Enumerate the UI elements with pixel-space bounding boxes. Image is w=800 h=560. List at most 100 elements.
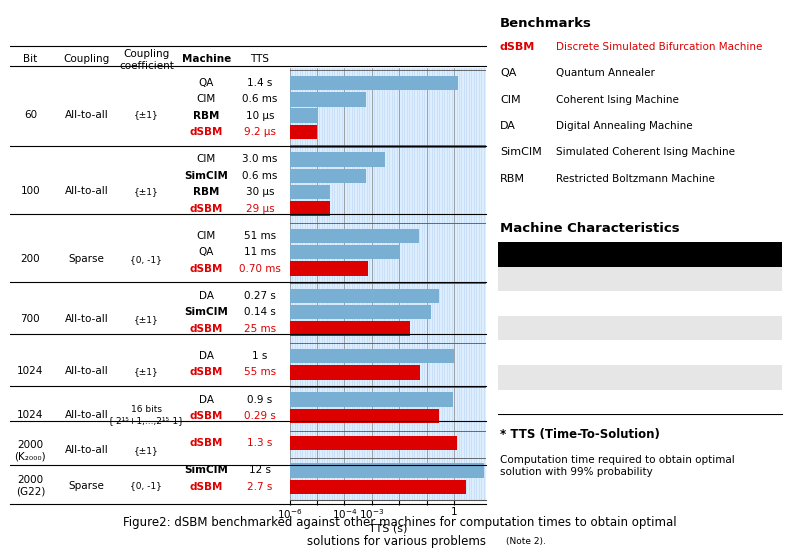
- Text: (Note 2).: (Note 2).: [506, 537, 546, 546]
- Text: 55 ms: 55 ms: [244, 367, 276, 377]
- Text: Restricted Boltzmann Machine: Restricted Boltzmann Machine: [556, 174, 715, 184]
- Text: SimCIM: SimCIM: [185, 171, 228, 181]
- Bar: [290, 431, 486, 456]
- Text: dSBM: dSBM: [190, 438, 223, 448]
- Text: dSBM: dSBM: [190, 324, 223, 334]
- Text: FPGA: FPGA: [563, 274, 590, 284]
- Text: 1.3 s: 1.3 s: [247, 438, 273, 448]
- Text: Benchmarks: Benchmarks: [500, 17, 592, 30]
- Text: RBM: RBM: [194, 187, 219, 197]
- Text: 200: 200: [719, 397, 739, 407]
- Text: All-to-all: All-to-all: [65, 110, 108, 120]
- Text: {0, -1}: {0, -1}: [130, 482, 162, 491]
- Text: DA: DA: [503, 348, 518, 358]
- Text: 30 µs: 30 µs: [246, 187, 274, 197]
- Text: 2000: 2000: [719, 372, 746, 382]
- Bar: [290, 393, 453, 407]
- Text: 1 s: 1 s: [252, 351, 268, 361]
- Text: 100: 100: [21, 186, 40, 196]
- Text: {0, -1}: {0, -1}: [130, 255, 162, 264]
- Bar: [290, 185, 330, 199]
- Bar: [290, 92, 366, 106]
- Text: Coupling: Coupling: [63, 54, 110, 64]
- Text: 0.70 ms: 0.70 ms: [239, 264, 281, 274]
- Bar: [290, 409, 439, 423]
- Bar: [290, 70, 486, 145]
- Text: QA: QA: [198, 78, 214, 88]
- Text: Machine: Machine: [182, 54, 231, 64]
- Text: dSBM: dSBM: [500, 42, 535, 52]
- Text: 16 bits
{-2¹⁵+1,...,2¹⁵-1}: 16 bits {-2¹⁵+1,...,2¹⁵-1}: [108, 405, 185, 424]
- Text: {±1}: {±1}: [134, 315, 158, 324]
- Text: SimCIM: SimCIM: [185, 307, 228, 318]
- Text: QA: QA: [500, 68, 516, 78]
- Text: dSBM: dSBM: [190, 367, 223, 377]
- Text: 25 ms: 25 ms: [244, 324, 276, 334]
- Text: SimCIM: SimCIM: [503, 372, 542, 382]
- Text: 2048: 2048: [719, 298, 746, 309]
- Text: Digital Annealing Machine: Digital Annealing Machine: [556, 121, 693, 131]
- Bar: [290, 76, 458, 90]
- Text: 12 s: 12 s: [249, 465, 271, 475]
- Text: Simulated Coherent Ising Machine: Simulated Coherent Ising Machine: [556, 147, 735, 157]
- Text: FPGA: FPGA: [563, 397, 590, 407]
- Text: Sparse: Sparse: [69, 481, 104, 491]
- Text: All-to-all: All-to-all: [65, 366, 108, 376]
- Text: {±1}: {±1}: [134, 446, 158, 455]
- Bar: [290, 349, 454, 363]
- Text: 9.2 µs: 9.2 µs: [244, 127, 276, 137]
- Text: dSBM: dSBM: [190, 482, 223, 492]
- Text: dSBM: dSBM: [190, 411, 223, 421]
- Text: 700: 700: [21, 315, 40, 324]
- Text: Hardware: Hardware: [563, 249, 621, 259]
- Text: {±1}: {±1}: [134, 186, 158, 195]
- Text: 0.27 s: 0.27 s: [244, 291, 276, 301]
- Text: 2048: 2048: [719, 274, 746, 284]
- Text: 11 ms: 11 ms: [244, 247, 276, 257]
- Bar: [290, 288, 438, 303]
- Text: Figure2: dSBM benchmarked against other machines for computation times to obtain: Figure2: dSBM benchmarked against other …: [123, 516, 677, 529]
- Text: 2000
(G22): 2000 (G22): [16, 475, 45, 497]
- Text: Laser: Laser: [563, 323, 591, 333]
- Text: 10 µs: 10 µs: [246, 111, 274, 121]
- Text: Superconducting circuit: Superconducting circuit: [563, 298, 687, 309]
- Text: SimCIM: SimCIM: [185, 465, 228, 475]
- Bar: [290, 228, 418, 243]
- Text: DA: DA: [199, 395, 214, 404]
- Text: 1024: 1024: [18, 366, 43, 376]
- Text: 0.6 ms: 0.6 ms: [242, 94, 278, 104]
- Bar: [290, 479, 466, 494]
- Text: 3.0 ms: 3.0 ms: [242, 155, 278, 164]
- Text: Bit: Bit: [719, 249, 736, 259]
- Text: CIM: CIM: [500, 95, 521, 105]
- Text: Coherent Ising Machine: Coherent Ising Machine: [556, 95, 679, 105]
- Bar: [290, 169, 366, 183]
- Text: dSBM: dSBM: [190, 203, 223, 213]
- Text: CIM: CIM: [197, 231, 216, 241]
- Text: 1.4 s: 1.4 s: [247, 78, 273, 88]
- Text: 60: 60: [24, 110, 37, 120]
- Bar: [290, 321, 410, 336]
- Text: dSBM: dSBM: [190, 127, 223, 137]
- Text: 200: 200: [21, 254, 40, 264]
- Bar: [290, 262, 368, 276]
- Text: All-to-all: All-to-all: [65, 186, 108, 196]
- Text: FPGA: FPGA: [563, 348, 590, 358]
- Bar: [290, 109, 318, 123]
- Text: dSBM: dSBM: [190, 264, 223, 274]
- Text: 1024: 1024: [719, 348, 746, 358]
- Text: {±1}: {±1}: [134, 110, 158, 119]
- Text: SimCIM: SimCIM: [500, 147, 542, 157]
- Text: 2000
(K₂₀₀₀): 2000 (K₂₀₀₀): [14, 440, 46, 461]
- Text: RBM: RBM: [503, 397, 526, 407]
- Text: 51 ms: 51 ms: [244, 231, 276, 241]
- Bar: [290, 436, 458, 450]
- Text: 0.9 s: 0.9 s: [247, 395, 273, 404]
- Text: DA: DA: [500, 121, 516, 131]
- Text: DA: DA: [199, 291, 214, 301]
- Text: DA: DA: [199, 351, 214, 361]
- Text: Discrete Simulated Bifurcation Machine: Discrete Simulated Bifurcation Machine: [556, 42, 762, 52]
- Text: CIM: CIM: [503, 323, 522, 333]
- Text: QA: QA: [198, 247, 214, 257]
- Text: QA: QA: [503, 298, 518, 309]
